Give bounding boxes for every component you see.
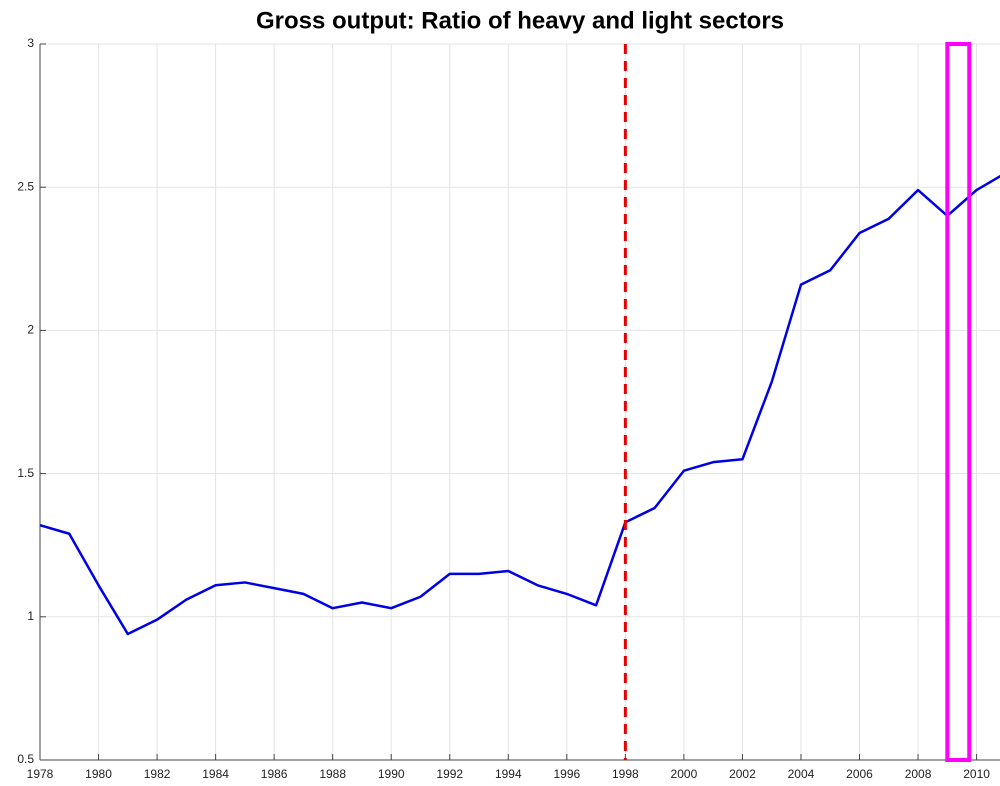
y-tick-label: 2.5 [17,179,34,193]
x-tick-label: 1994 [495,767,522,781]
plot-area [40,44,1000,760]
x-tick-label: 2002 [729,767,756,781]
x-tick-label: 2000 [671,767,698,781]
chart-title: Gross output: Ratio of heavy and light s… [256,7,784,34]
y-tick-label: 1.5 [17,466,34,480]
labels: 0.5 1 1.5 2 2.5 3 1978 1980 1982 1984 1986 1988 1990… [17,36,990,781]
x-tick-label: 2008 [905,767,932,781]
x-tick-label: 1988 [319,767,346,781]
highlight-box [945,42,972,762]
x-tick-label: 1992 [436,767,463,781]
x-tick-label: 2010 [963,767,990,781]
y-tick-label: 0.5 [17,752,34,766]
x-tick-label: 1982 [144,767,171,781]
x-tick-label: 1996 [553,767,580,781]
x-tick-label: 1998 [612,767,639,781]
x-tick-label: 2004 [788,767,815,781]
y-tick-label: 3 [27,36,34,50]
x-tick-label: 1990 [378,767,405,781]
grid [39,43,1000,761]
x-tick-label: 1986 [261,767,288,781]
x-tick-label: 1984 [202,767,229,781]
y-tick-label: 1 [27,609,34,623]
y-tick-label: 2 [27,323,34,337]
x-tick-label: 2006 [846,767,873,781]
data-line [40,174,1000,636]
x-tick-label: 1980 [85,767,112,781]
x-tick-label: 1978 [27,767,54,781]
